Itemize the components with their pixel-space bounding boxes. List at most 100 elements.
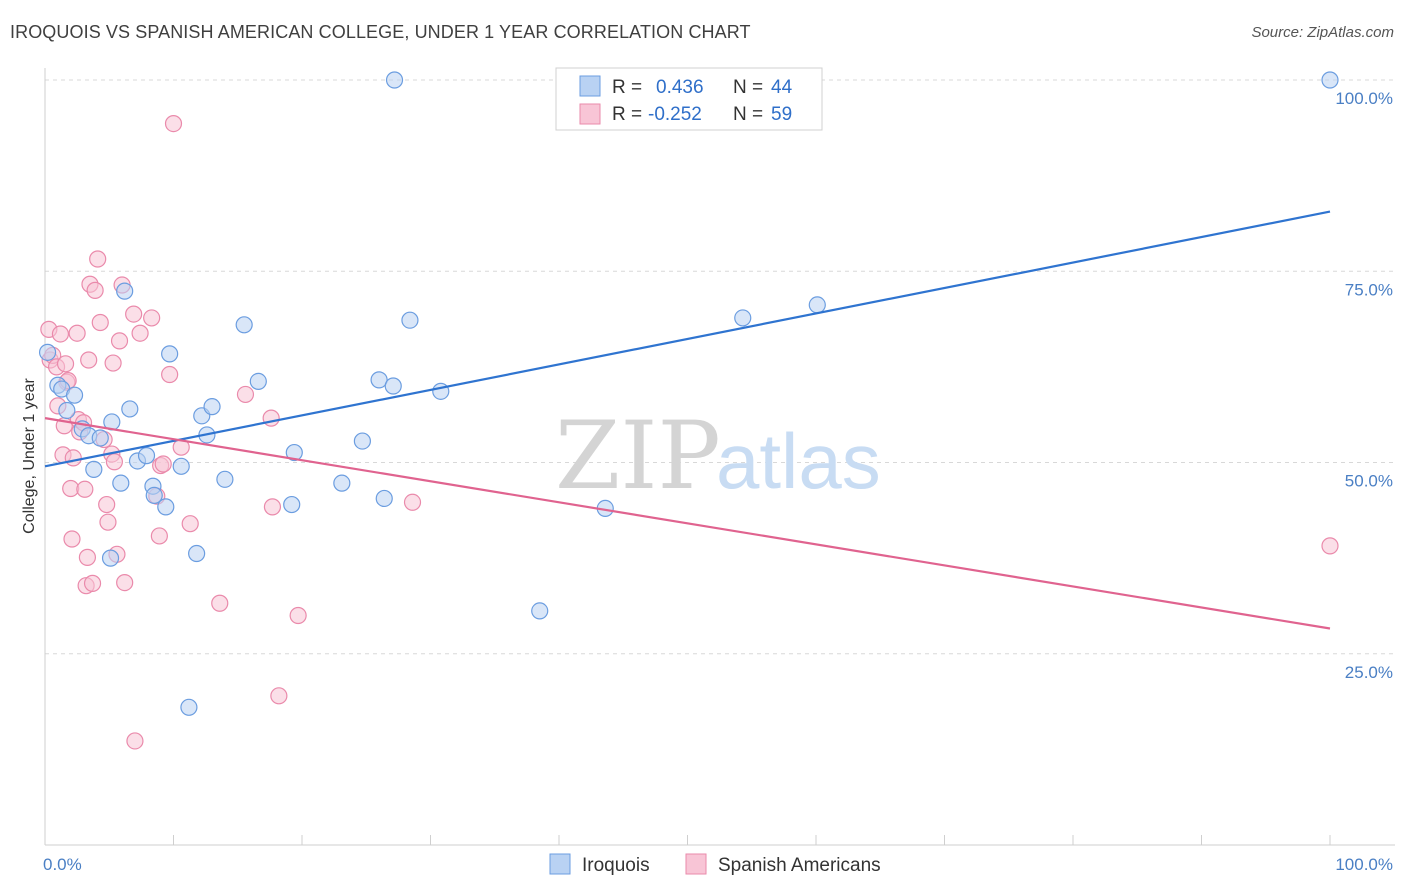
iroquois-point — [385, 71, 404, 89]
spanish-americans-trend-line — [44, 417, 1331, 630]
spanish-americans-point — [99, 513, 117, 531]
legend-box: R = 0.436 N = 44 R = -0.252 N = 59 — [555, 67, 823, 131]
iroquois-point — [203, 398, 221, 416]
legend-n-label: N = — [733, 77, 763, 98]
watermark-atlas: atlas — [716, 417, 881, 505]
spanish-americans-point — [143, 309, 161, 327]
iroquois-point — [121, 400, 139, 418]
legend-n-value: 59 — [771, 104, 792, 125]
x-tick-label: 100.0% — [1335, 855, 1393, 874]
iroquois-point — [38, 343, 57, 361]
iroquois-point — [157, 498, 175, 516]
y-tick-label: 75.0% — [1345, 280, 1393, 299]
spanish-americans-point — [289, 606, 307, 625]
spanish-americans-point — [89, 250, 107, 268]
spanish-americans-point — [181, 515, 199, 533]
spanish-americans-point — [236, 385, 255, 404]
grid-lines — [45, 79, 1395, 655]
bottom-legend-swatch-iroquois — [549, 853, 571, 875]
spanish-americans-point — [126, 732, 144, 750]
spanish-americans-point — [91, 313, 109, 332]
iroquois-point — [188, 544, 206, 563]
legend-n-label: N = — [733, 104, 763, 125]
iroquois-point — [101, 549, 120, 567]
iroquois-point — [112, 474, 130, 492]
watermark: ZIP atlas — [555, 402, 881, 511]
iroquois-point — [216, 470, 234, 488]
bottom-legend-label-spanish-americans: Spanish Americans — [718, 855, 881, 876]
legend-swatch-spanish-americans — [579, 103, 601, 125]
iroquois-point — [161, 345, 179, 363]
spanish-americans-point — [64, 449, 82, 467]
y-tick-label: 50.0% — [1345, 472, 1393, 491]
spanish-americans-point — [86, 281, 104, 299]
spanish-americans-point — [104, 354, 122, 372]
spanish-americans-point — [78, 548, 97, 566]
spanish-americans-point — [110, 332, 129, 350]
series-iroquois-points — [38, 71, 1339, 716]
iroquois-point — [137, 447, 156, 465]
spanish-americans-point — [56, 355, 75, 373]
axes — [44, 68, 1395, 846]
spanish-americans-point — [164, 115, 183, 133]
iroquois-point — [249, 372, 267, 391]
spanish-americans-point — [211, 594, 229, 612]
iroquois-point — [375, 489, 393, 508]
legend-n-value: 44 — [771, 77, 793, 98]
iroquois-point — [353, 432, 371, 450]
iroquois-point — [91, 429, 109, 447]
iroquois-point — [531, 602, 549, 620]
spanish-americans-point — [125, 305, 143, 323]
watermark-zip: ZIP — [555, 402, 721, 511]
iroquois-point — [116, 282, 134, 300]
iroquois-point — [65, 386, 84, 404]
iroquois-point — [85, 460, 103, 478]
spanish-americans-point — [105, 453, 123, 471]
trend-lines — [44, 210, 1331, 630]
bottom-legend: Iroquois Spanish Americans — [549, 853, 881, 876]
legend-r-label: R = — [612, 77, 642, 98]
spanish-americans-point — [68, 324, 86, 342]
iroquois-point — [180, 698, 198, 716]
iroquois-point — [1321, 71, 1339, 89]
iroquois-point — [58, 401, 76, 420]
bottom-legend-label-iroquois: Iroquois — [582, 855, 650, 876]
chart-title: IROQUOIS VS SPANISH AMERICAN COLLEGE, UN… — [10, 22, 751, 42]
iroquois-point — [401, 311, 419, 329]
spanish-americans-point — [83, 574, 102, 592]
y-tick-label: 100.0% — [1335, 89, 1393, 108]
legend-r-value: 0.436 — [656, 77, 704, 98]
iroquois-point — [235, 316, 253, 334]
tick-labels: 25.0% 50.0% 75.0% 100.0% 0.0% 100.0% — [43, 89, 1393, 874]
legend-r-value: -0.252 — [648, 104, 702, 125]
y-axis-label: College, Under 1 year — [21, 378, 38, 534]
spanish-americans-point — [150, 527, 168, 545]
spanish-americans-point — [154, 455, 172, 473]
spanish-americans-point — [63, 530, 81, 548]
legend-r-label: R = — [612, 104, 642, 125]
iroquois-point — [283, 495, 301, 514]
iroquois-point — [172, 457, 190, 475]
iroquois-point — [145, 486, 163, 504]
spanish-americans-point — [51, 325, 70, 343]
iroquois-point — [370, 371, 388, 389]
spanish-americans-point — [76, 480, 94, 498]
spanish-americans-point — [116, 574, 134, 592]
iroquois-point — [734, 309, 752, 327]
bottom-legend-swatch-spanish-americans — [685, 853, 707, 875]
spanish-americans-point — [80, 351, 98, 369]
iroquois-trend-line — [44, 210, 1331, 468]
spanish-americans-point — [98, 495, 116, 514]
iroquois-point — [808, 296, 826, 314]
x-tick-label: 0.0% — [43, 855, 82, 874]
iroquois-point — [333, 474, 351, 492]
spanish-americans-point — [262, 409, 280, 427]
spanish-americans-point — [161, 365, 179, 384]
iroquois-point — [384, 377, 402, 395]
spanish-americans-point — [131, 324, 149, 342]
spanish-americans-point — [270, 687, 288, 705]
y-tick-label: 25.0% — [1345, 663, 1393, 682]
spanish-americans-point — [403, 493, 422, 511]
iroquois-point — [285, 443, 303, 462]
